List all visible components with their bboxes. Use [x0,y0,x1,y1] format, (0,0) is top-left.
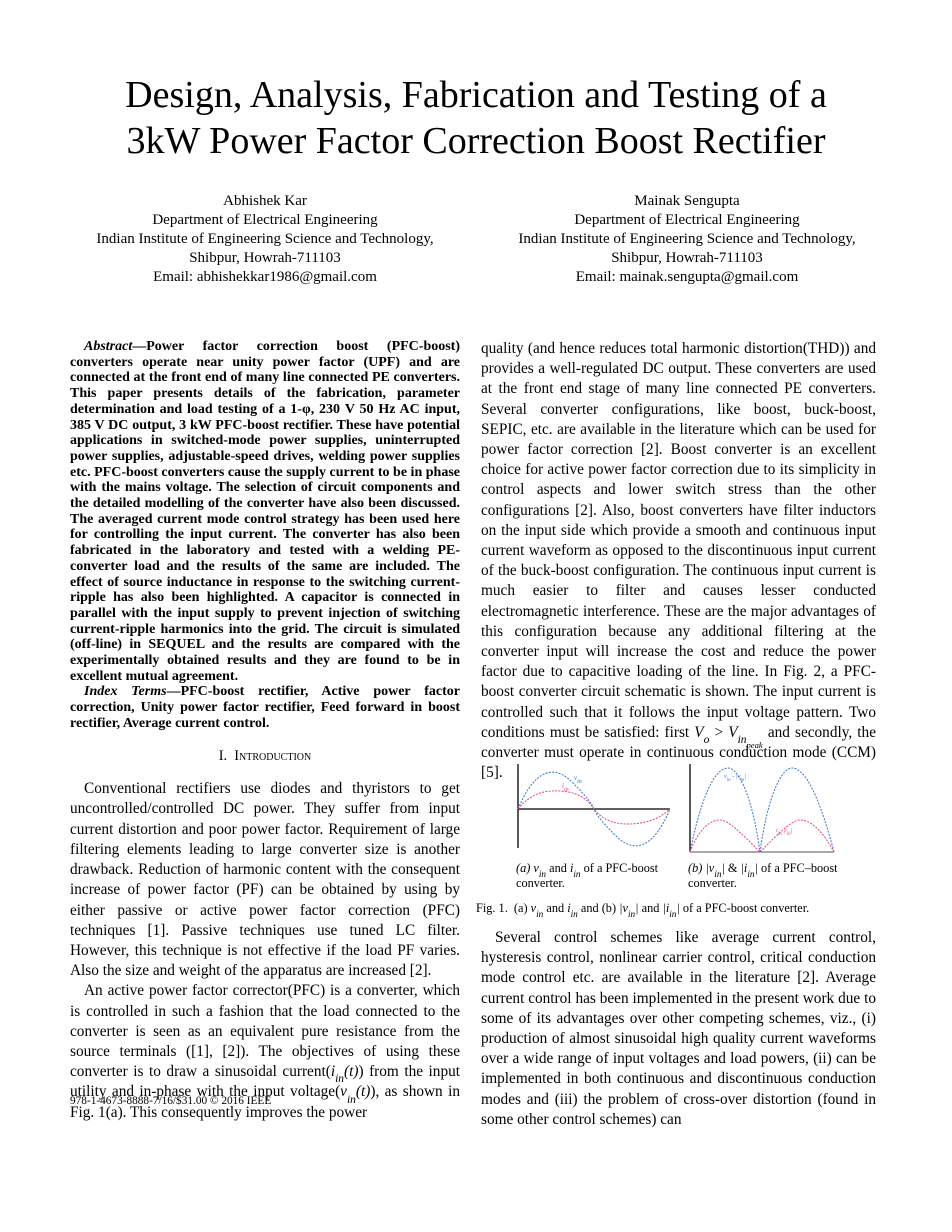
svg-text:iin: iin [562,782,569,793]
svg-text:vin: vin [574,774,582,785]
svg-text:vin - |vin|: vin - |vin| [724,773,746,783]
svg-text:iin |iin|: iin |iin| [776,827,793,837]
